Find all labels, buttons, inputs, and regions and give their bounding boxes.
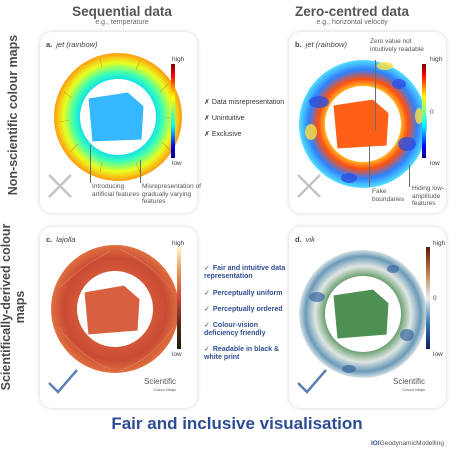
panel-b-colorbar [422,64,426,158]
panel-a-leader-2 [140,160,141,183]
panel-b-letter: b. [295,40,302,49]
panel-c-check-icon [46,367,80,400]
cross-mark-icon: ✗ [204,99,212,106]
brand-prefix: IOI [371,440,380,447]
brand: IOIGeodynamicModelling [371,440,444,447]
panel-c-colorbar [177,247,181,349]
panel-d-block [332,288,390,340]
panel-d-check-icon [295,367,329,400]
criticism-item: ✗ Exclusive [204,131,242,138]
panel-d-colorbar-high: high [433,240,446,247]
panel-b-colorbar-high: high [430,56,443,63]
panel-a-annotation-misrepresentation: Misrepresentation of gradually varying f… [142,183,201,205]
panel-a-block [87,91,145,143]
panel-d-colorbar [426,247,430,349]
panel-b-leader-zero [375,60,376,130]
panel-d-label: d. vik [295,235,315,244]
panel-a-colormap-name: jet (rainbow) [56,40,98,49]
feature-item: ✓ Perceptually uniform [204,290,283,297]
row-title-non-scientific: Non-scientific colour maps [6,34,20,196]
panel-d-colormap-name: vik [305,235,315,244]
panel-d: d. vik Scientific Colour Maps [289,227,446,408]
panel-c: c. lajolla Scientific Colour Maps [40,227,197,408]
panel-b-colormap-name: jet (rainbow) [305,40,347,49]
feature-item: ✓ Fair and intuitive data representation [204,265,286,280]
panel-c-letter: c. [46,235,53,244]
panel-a-plot [54,53,182,181]
panel-c-logo: Scientific Colour Maps [144,378,176,394]
panel-c-plot [51,245,179,373]
panel-d-plot [299,250,427,378]
column-title-sequential: Sequential data [72,4,172,19]
panel-a-colorbar-high: high [172,56,185,63]
panel-c-colormap-name: lajolla [56,235,76,244]
panel-b-colorbar-zero: 0 [430,109,434,116]
cross-mark-icon: ✗ [204,115,212,122]
panel-a-colorbar-low: low [172,160,182,167]
panel-d-logo-small: Colour Maps [402,387,426,392]
panel-d-letter: d. [295,235,302,244]
criticism-item: ✗ Unintuitive [204,115,245,122]
check-mark-icon: ✓ [204,306,210,313]
panel-d-logo: Scientific Colour Maps [393,378,425,394]
feature-item: ✓ Perceptually ordered [204,306,283,313]
panel-a-label: a. jet (rainbow) [46,40,98,49]
cross-mark-icon: ✗ [204,131,212,138]
panel-b-plot [299,60,427,188]
panel-b-colorbar-low: low [430,160,440,167]
check-mark-icon: ✓ [204,265,210,272]
panel-b-patches [309,79,416,183]
column-subtitle-zero-centred: e.g., horizontal velocity [316,19,388,26]
panel-b-cross-icon [295,172,323,205]
panel-c-colorbar-high: high [172,240,185,247]
panel-b-leader-hiding [409,165,410,187]
panel-b-label: b. jet (rainbow) [295,40,347,49]
panel-b: b. jet (rainbow) [289,32,446,213]
criticism-item: ✗ Data misrepresentation [204,99,285,106]
panel-d-patches [309,265,414,373]
panel-c-logo-name: Scientific [144,377,177,386]
panel-d-colorbar-zero: 0 [433,295,437,302]
panel-c-label: c. lajolla [46,235,75,244]
check-mark-icon: ✓ [204,290,210,297]
panel-d-logo-name: Scientific [393,377,426,386]
panel-a-cross-icon [46,172,74,205]
panel-c-texture [57,248,175,372]
check-mark-icon: ✓ [204,322,210,329]
panel-a-colorbar [171,64,175,158]
feature-item: ✓ Readable in black & white print [204,346,280,361]
panel-b-annotation-fake: Fake boundaries [372,188,405,203]
panel-c-logo-small: Colour Maps [153,387,177,392]
panel-b-patches-warm [305,62,423,140]
panel-b-block [332,98,390,150]
panel-b-annotation-zero: Zero value not intuitively readable [370,38,424,53]
row-title-scientific: Scientifically-derived colour maps [0,223,27,391]
panel-d-colorbar-low: low [433,351,443,358]
column-title-zero-centred: Zero-centred data [294,4,410,19]
panel-a-leader-1 [90,145,91,183]
footer-title: Fair and inclusive visualisation [111,414,363,433]
check-mark-icon: ✓ [204,346,210,353]
feature-item: ✓ Colour-vision deficiency friendly [204,322,266,337]
panel-b-leader-fake [369,145,370,187]
panel-a: a. jet (rainbow) [40,32,197,213]
panel-c-colorbar-low: low [172,351,182,358]
brand-name: GeodynamicModelling [379,440,444,447]
panel-c-block [83,284,141,336]
panel-a-letter: a. [46,40,53,49]
panel-b-annotation-hiding: Hiding low-amplitude features [412,185,445,207]
column-subtitle-sequential: e.g., temperature [95,19,149,26]
panel-a-annotation-artificial: Introducing artificial features [92,183,140,198]
